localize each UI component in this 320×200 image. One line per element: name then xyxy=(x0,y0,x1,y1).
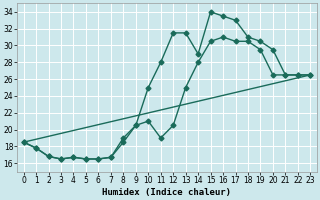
X-axis label: Humidex (Indice chaleur): Humidex (Indice chaleur) xyxy=(102,188,231,197)
